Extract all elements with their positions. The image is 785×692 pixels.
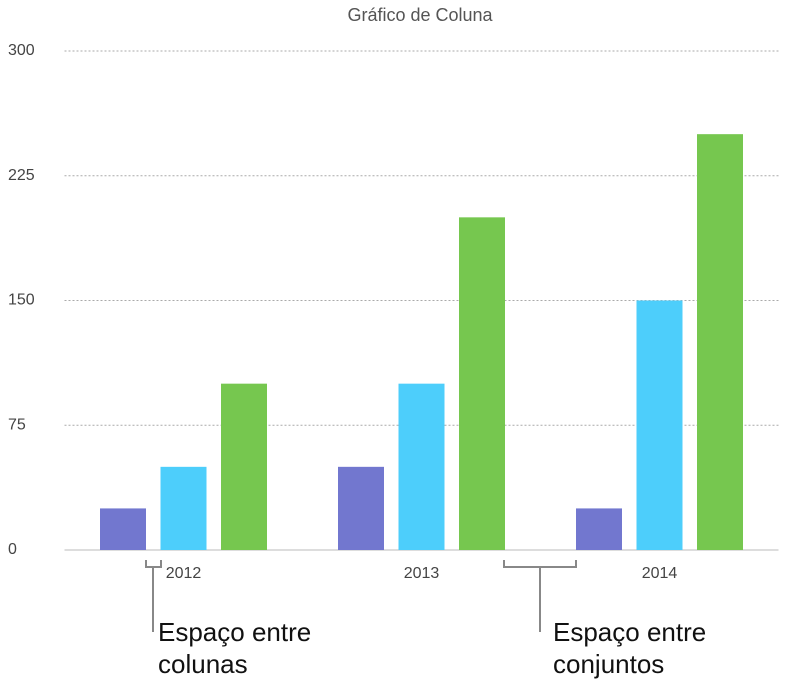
y-tick-label: 225 <box>8 167 35 184</box>
y-tick-label: 150 <box>8 292 35 309</box>
annotation: Espaço entre <box>158 617 311 647</box>
annotation: Espaço entre <box>553 617 706 647</box>
x-tick-label: 2012 <box>166 565 202 582</box>
bar <box>100 508 146 550</box>
bar <box>459 217 505 551</box>
bar <box>576 508 622 550</box>
bar <box>697 134 743 550</box>
y-tick-label: 0 <box>8 541 17 558</box>
y-tick-label: 300 <box>8 42 35 59</box>
bar <box>398 383 445 550</box>
bracket <box>503 560 577 632</box>
chart-title: Gráfico de Coluna <box>347 5 493 25</box>
x-tick-label: 2014 <box>642 565 678 582</box>
annotation: conjuntos <box>553 649 664 679</box>
annotation-brackets <box>145 560 577 632</box>
bar <box>221 383 267 550</box>
annotation: colunas <box>158 649 248 679</box>
bracket <box>145 560 162 632</box>
x-tick-label: 2013 <box>404 565 440 582</box>
bar <box>160 466 207 550</box>
bar <box>636 300 683 550</box>
y-tick-label: 75 <box>8 416 26 433</box>
bar <box>338 466 384 550</box>
